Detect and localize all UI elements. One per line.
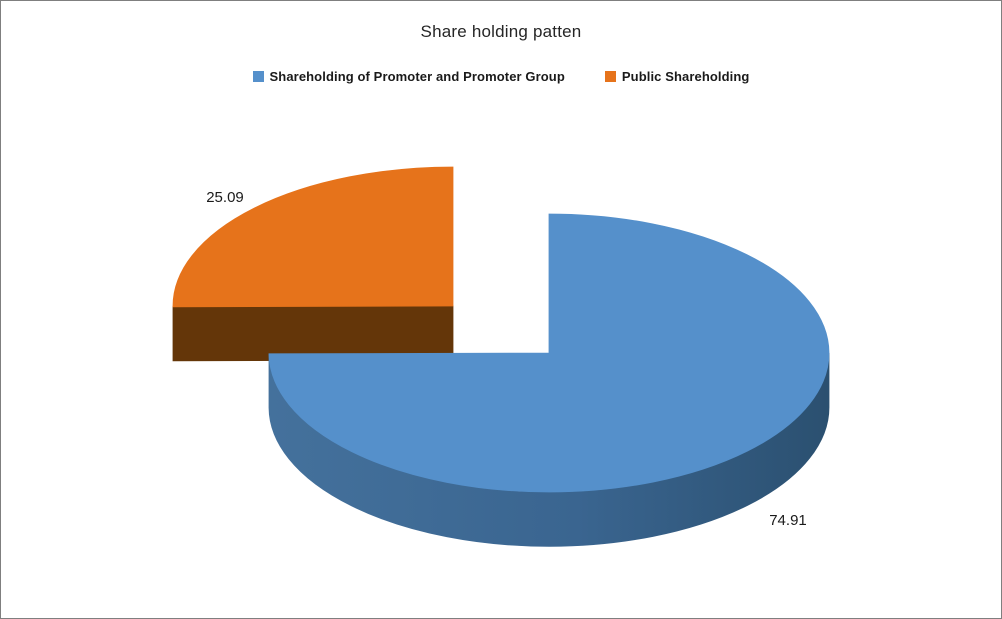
legend-label-promoter: Shareholding of Promoter and Promoter Gr… [269, 69, 565, 84]
legend-item-public: Public Shareholding [604, 69, 750, 84]
legend-label-public: Public Shareholding [621, 69, 750, 84]
data-label-promoter: 74.91 [769, 512, 807, 529]
pie-slice-public-top [172, 166, 454, 308]
legend-item-promoter: Shareholding of Promoter and Promoter Gr… [252, 69, 565, 84]
pie-slice-promoter-top [268, 213, 830, 493]
pie-slice-public-side [172, 305, 454, 362]
chart-title: Share holding patten [420, 22, 582, 41]
legend-swatch-public-icon [604, 71, 616, 82]
chart-legend: Shareholding of Promoter and Promoter Gr… [1, 69, 1001, 84]
data-label-public: 25.09 [206, 189, 244, 206]
legend-swatch-promoter-icon [252, 71, 264, 82]
